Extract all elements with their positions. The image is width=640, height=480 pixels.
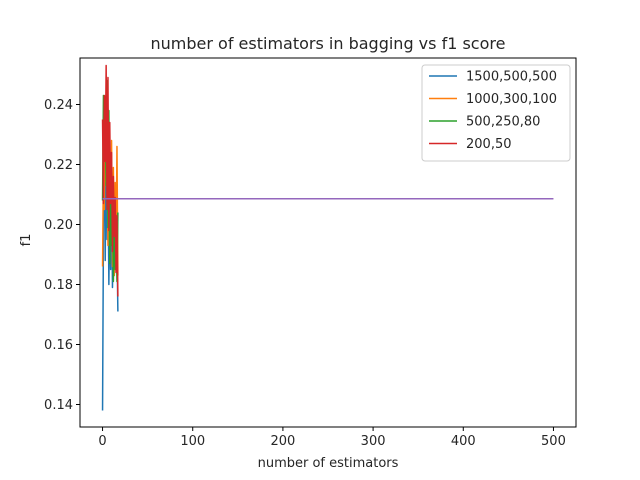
legend-label: 1500,500,500 bbox=[466, 70, 557, 85]
x-tick-label: 400 bbox=[451, 434, 476, 449]
y-axis-label: f1 bbox=[19, 234, 34, 247]
y-tick-label: 0.18 bbox=[44, 278, 73, 293]
x-axis-label: number of estimators bbox=[258, 456, 399, 471]
x-tick-label: 0 bbox=[98, 434, 106, 449]
y-tick-label: 0.22 bbox=[44, 158, 73, 173]
legend-label: 200,50 bbox=[466, 137, 512, 152]
x-tick-label: 200 bbox=[270, 434, 295, 449]
x-tick-label: 100 bbox=[180, 434, 205, 449]
x-axis: 0 100 200 300 400 500 bbox=[98, 427, 566, 449]
legend-label: 500,250,80 bbox=[466, 115, 540, 130]
series-layer bbox=[101, 64, 554, 411]
legend: 1500,500,500 1000,300,100 500,250,80 200,50 bbox=[421, 64, 571, 162]
y-axis: 0.14 0.16 0.18 0.20 0.22 0.24 bbox=[44, 98, 80, 413]
series-line-4 bbox=[101, 64, 119, 297]
y-tick-label: 0.24 bbox=[44, 98, 73, 113]
legend-label: 1000,300,100 bbox=[466, 92, 557, 107]
y-tick-label: 0.14 bbox=[44, 398, 73, 413]
legend-box bbox=[421, 64, 571, 162]
x-tick-label: 500 bbox=[541, 434, 566, 449]
y-tick-label: 0.16 bbox=[44, 338, 73, 353]
x-tick-label: 300 bbox=[361, 434, 386, 449]
plot-frame bbox=[79, 57, 577, 428]
y-tick-label: 0.20 bbox=[44, 218, 73, 233]
chart-title: number of estimators in bagging vs f1 sc… bbox=[151, 34, 506, 53]
